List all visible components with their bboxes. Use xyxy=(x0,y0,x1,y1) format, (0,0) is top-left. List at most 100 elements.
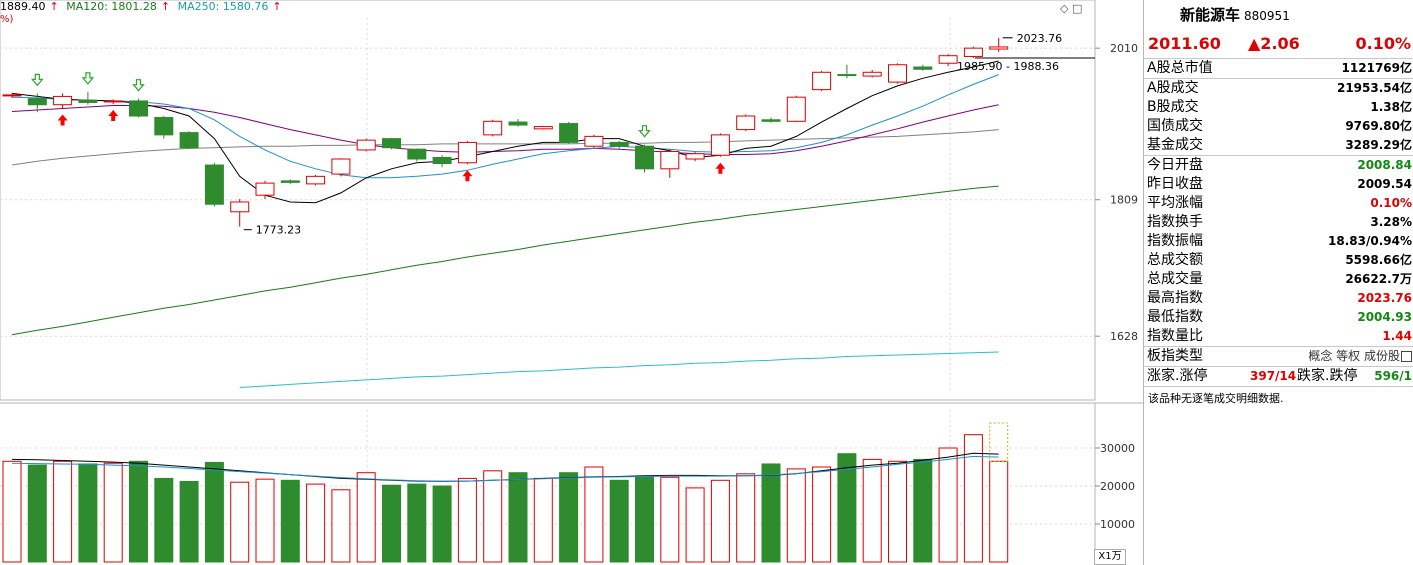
candle-body xyxy=(356,139,376,151)
sell-signal-icon xyxy=(132,79,145,92)
up-arrow-icon: ↑ xyxy=(272,0,282,13)
stat-value: 1121769亿 xyxy=(1341,61,1412,75)
constituents-icon[interactable] xyxy=(1401,351,1412,362)
candle-body xyxy=(559,123,579,143)
index-name: 新能源车 xyxy=(1180,6,1241,24)
stat-label: 最高指数 xyxy=(1147,290,1203,306)
ma250-legend: MA250: 1580.76 xyxy=(177,0,269,13)
market-cap-section: A股总市值 1121769亿 xyxy=(1144,59,1413,79)
stat-row: 指数量比 1.44 xyxy=(1144,327,1413,346)
volume-tick-label: 10000 xyxy=(1100,518,1135,531)
candle-body xyxy=(78,99,98,103)
stat-value: 2023.76 xyxy=(1357,291,1412,305)
volume-forecast-box xyxy=(989,422,1009,462)
stat-label: 指数振幅 xyxy=(1147,233,1203,249)
volume-bar xyxy=(913,458,933,563)
candle-body xyxy=(407,148,427,160)
stat-label: 指数量比 xyxy=(1147,328,1203,344)
price-tick-label: 1628 xyxy=(1110,330,1138,343)
candle-body xyxy=(710,134,730,156)
stat-row: A股总市值 1121769亿 xyxy=(1144,59,1413,78)
stat-label: 昨日收盘 xyxy=(1147,176,1203,192)
advancers-value: 397/14 xyxy=(1250,369,1297,383)
price-tick-label: 1809 xyxy=(1110,194,1138,207)
stat-row: 昨日收盘 2009.54 xyxy=(1144,175,1413,194)
volume-bar xyxy=(280,479,300,563)
candle-body xyxy=(761,119,781,122)
chart-tools[interactable]: ◇ □ xyxy=(1060,2,1082,15)
index-type-value[interactable]: 概念 等权 成份股 xyxy=(1308,349,1400,363)
stat-value: 2008.84 xyxy=(1357,158,1412,172)
volume-bar xyxy=(230,481,250,563)
volume-bar xyxy=(736,473,756,563)
square-icon[interactable]: □ xyxy=(1071,2,1083,15)
stat-value: 3.28% xyxy=(1370,215,1412,229)
price-change: ▲2.06 xyxy=(1248,34,1300,53)
stat-value: 0.10% xyxy=(1370,196,1412,210)
volume-bar xyxy=(533,477,553,563)
stat-row: 最低指数 2004.93 xyxy=(1144,308,1413,327)
candle-body xyxy=(179,132,199,149)
ma120-line xyxy=(11,185,999,336)
price-change-pct: 0.10% xyxy=(1355,34,1411,53)
stat-label: 平均涨幅 xyxy=(1147,195,1203,211)
ma-legend-first: 1889.40 xyxy=(0,0,46,13)
volume-bar xyxy=(710,479,730,563)
breadth-row: 涨家.涨停 397/14 跌家.跌停 596/1 xyxy=(1144,367,1413,386)
volume-bar xyxy=(2,460,22,563)
stat-label: 今日开盘 xyxy=(1147,157,1203,173)
stat-row: A股成交 21953.54亿 xyxy=(1144,79,1413,98)
stat-row: 平均涨幅 0.10% xyxy=(1144,194,1413,213)
volume-bar xyxy=(129,460,148,563)
candle-body xyxy=(913,66,933,70)
turnover-section: A股成交 21953.54亿 B股成交 1.38亿 国债成交 9769.80亿 基金成… xyxy=(1144,79,1413,156)
volume-bar xyxy=(963,434,983,563)
volume-unit-label[interactable]: X1万 xyxy=(1094,549,1126,565)
volume-bar xyxy=(204,461,224,563)
volume-bar xyxy=(103,462,123,563)
candle-body xyxy=(736,115,756,131)
current-price: 2011.60 xyxy=(1148,34,1221,53)
volume-bar xyxy=(78,463,98,563)
low-price-label: 1773.23 xyxy=(256,224,302,237)
candle-body xyxy=(685,153,705,160)
candle-body xyxy=(255,182,275,196)
stat-value: 18.83/0.94% xyxy=(1328,234,1412,248)
stat-label: B股成交 xyxy=(1147,99,1199,115)
buy-signal-icon xyxy=(715,162,726,174)
volume-bar xyxy=(660,476,680,563)
range-label: 1985.90 - 1988.36 xyxy=(957,60,1059,73)
diamond-icon[interactable]: ◇ xyxy=(1060,2,1069,15)
candle-body xyxy=(609,141,629,147)
stat-row: 指数换手 3.28% xyxy=(1144,213,1413,232)
candle-body xyxy=(129,100,148,117)
candle-body xyxy=(230,201,250,213)
stat-value: 1.38亿 xyxy=(1370,100,1412,114)
volume-ma2-line xyxy=(11,455,999,482)
index-type-options[interactable]: 概念 等权 成份股 xyxy=(1308,347,1412,366)
volume-bar xyxy=(154,477,174,563)
candle-body xyxy=(306,175,326,185)
stat-label: 最低指数 xyxy=(1147,309,1203,325)
candle-body xyxy=(888,64,907,83)
decliners-label: 跌家.跌停 xyxy=(1297,368,1358,384)
candle-body xyxy=(204,164,224,205)
advancers-label: 涨家.涨停 xyxy=(1147,368,1208,384)
candle-body xyxy=(103,100,123,103)
volume-bar xyxy=(989,460,1009,563)
volume-bar xyxy=(635,476,654,563)
candle-body xyxy=(27,98,47,106)
decliners-value: 596/1 xyxy=(1374,369,1412,383)
kline-chart[interactable]: 1628 1809 2010 10000 20000 30000 1773.23 2023.7… xyxy=(0,0,1143,565)
stat-value: 5598.66亿 xyxy=(1345,253,1412,267)
high-price-label: 2023.76 xyxy=(1017,32,1062,45)
volume-bar xyxy=(483,470,503,563)
stat-label: 国债成交 xyxy=(1147,118,1203,134)
stat-value: 26622.7万 xyxy=(1345,272,1412,286)
candle-body xyxy=(963,47,983,57)
candle-body xyxy=(508,121,528,126)
stat-label: 总成交额 xyxy=(1147,252,1203,268)
candle-body xyxy=(53,95,73,106)
candle-body xyxy=(331,158,351,175)
volume-bar xyxy=(356,472,376,563)
